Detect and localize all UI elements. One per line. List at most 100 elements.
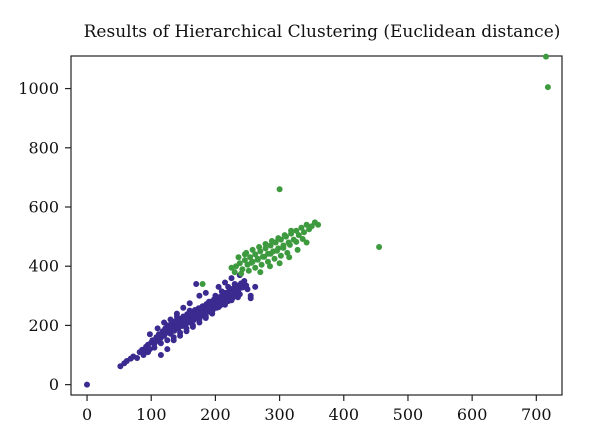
- data-points: [84, 53, 551, 388]
- data-point: [288, 227, 295, 234]
- data-point: [254, 256, 261, 263]
- x-tick-label: 0: [82, 405, 92, 424]
- data-point: [167, 316, 174, 323]
- data-point: [177, 329, 184, 336]
- y-tick-label: 200: [28, 316, 59, 335]
- data-point: [267, 242, 274, 249]
- x-tick-label: 100: [136, 405, 167, 424]
- x-axis: 0 100 200 300 400 500 600 700: [82, 395, 552, 424]
- data-point: [173, 313, 180, 320]
- x-tick-label: 700: [521, 405, 552, 424]
- data-point: [258, 261, 265, 268]
- x-tick-label: 200: [200, 405, 231, 424]
- chart-title: Results of Hierarchical Clustering (Eucl…: [84, 22, 561, 42]
- data-point: [248, 259, 255, 266]
- data-point: [303, 239, 310, 246]
- data-point: [301, 229, 307, 236]
- data-point: [215, 283, 222, 290]
- data-point: [544, 84, 551, 91]
- data-point: [151, 344, 158, 351]
- data-point: [303, 221, 310, 228]
- data-point: [183, 325, 190, 332]
- data-point: [268, 238, 275, 244]
- data-point: [241, 257, 248, 264]
- data-point: [228, 297, 235, 304]
- data-point: [157, 352, 164, 358]
- data-point: [170, 334, 177, 341]
- plot-area-frame: [70, 55, 563, 396]
- data-point: [231, 269, 238, 276]
- data-point: [252, 264, 259, 271]
- data-point: [225, 283, 232, 290]
- data-point: [286, 241, 293, 248]
- data-point: [238, 270, 245, 277]
- data-point: [276, 260, 283, 267]
- data-point: [249, 246, 256, 253]
- y-tick-label: 0: [49, 375, 59, 394]
- data-point: [231, 281, 238, 287]
- data-point: [215, 304, 222, 311]
- data-point: [145, 349, 151, 356]
- data-point: [543, 53, 549, 60]
- data-point: [161, 319, 168, 326]
- data-point: [189, 322, 196, 329]
- data-point: [212, 292, 219, 299]
- data-point: [154, 325, 161, 332]
- y-tick-label: 800: [28, 138, 59, 157]
- data-point: [164, 337, 171, 344]
- y-tick-label: 400: [28, 257, 59, 276]
- data-point: [299, 236, 306, 242]
- data-point: [280, 244, 287, 251]
- data-point: [196, 316, 203, 323]
- data-point: [222, 279, 228, 286]
- data-point: [281, 232, 288, 239]
- y-tick-label: 1000: [18, 79, 59, 98]
- data-point: [84, 381, 90, 388]
- data-point: [247, 254, 254, 261]
- data-point: [245, 267, 252, 274]
- y-axis: 0 200 400 600 800 1000: [18, 79, 71, 394]
- x-tick-label: 300: [264, 405, 295, 424]
- data-point: [275, 235, 282, 242]
- data-point: [222, 301, 228, 308]
- data-point: [202, 289, 209, 296]
- data-point: [134, 355, 141, 361]
- data-point: [376, 244, 383, 250]
- data-point: [196, 292, 203, 299]
- data-point: [247, 295, 254, 302]
- data-point: [276, 186, 283, 193]
- data-point: [186, 307, 193, 314]
- data-point: [193, 281, 200, 287]
- data-point: [277, 252, 284, 259]
- data-point: [244, 286, 251, 293]
- data-point: [252, 283, 259, 290]
- data-point: [209, 307, 216, 314]
- data-point: [293, 238, 300, 245]
- data-point: [271, 255, 278, 262]
- data-point: [218, 288, 225, 295]
- data-point: [257, 269, 264, 276]
- data-point: [241, 251, 248, 258]
- data-point: [180, 304, 187, 311]
- series-1: [199, 53, 551, 287]
- data-point: [262, 241, 269, 247]
- data-point: [164, 346, 171, 353]
- data-point: [234, 294, 241, 301]
- x-tick-label: 600: [457, 405, 488, 424]
- data-point: [157, 340, 164, 347]
- data-point: [252, 251, 259, 258]
- data-point: [146, 331, 153, 338]
- data-point: [267, 250, 274, 257]
- data-point: [262, 245, 269, 252]
- data-point: [228, 275, 235, 282]
- data-point: [274, 247, 280, 254]
- data-point: [286, 254, 293, 261]
- series-0: [84, 272, 259, 388]
- data-point: [140, 352, 147, 358]
- data-point: [295, 232, 302, 239]
- data-point: [235, 254, 242, 261]
- data-point: [206, 298, 212, 305]
- data-point: [298, 224, 305, 231]
- data-point: [202, 313, 209, 320]
